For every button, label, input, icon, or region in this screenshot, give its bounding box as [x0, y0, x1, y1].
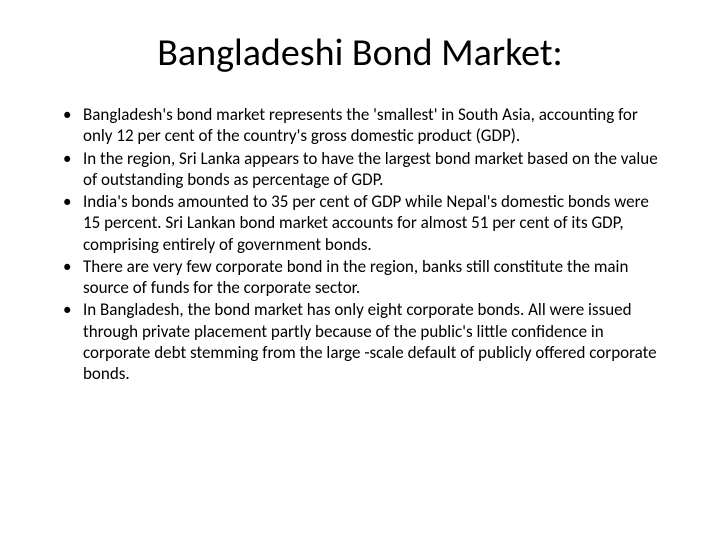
bullet-item: In Bangladesh, the bond market has only … — [55, 299, 665, 384]
bullet-item: Bangladesh's bond market represents the … — [55, 104, 665, 147]
slide-title: Bangladeshi Bond Market: — [55, 30, 665, 76]
bullet-list: Bangladesh's bond market represents the … — [55, 104, 665, 384]
bullet-item: There are very few corporate bond in the… — [55, 256, 665, 299]
bullet-item: India's bonds amounted to 35 per cent of… — [55, 191, 665, 255]
bullet-item: In the region, Sri Lanka appears to have… — [55, 148, 665, 191]
